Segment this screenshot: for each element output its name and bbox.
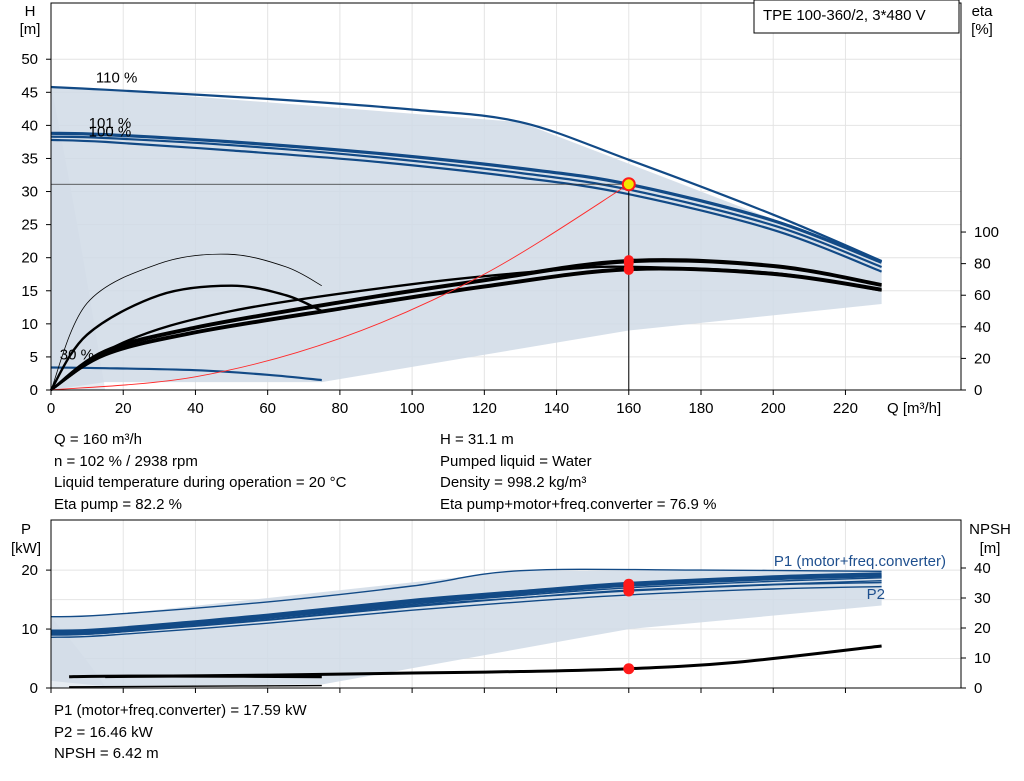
eta-curve-6: [50, 253, 322, 391]
head-curve-101pct: [50, 135, 882, 269]
top-plot-frame: [50, 2, 962, 391]
eta-total-value: Eta pump+motor+freq.converter = 76.9 %: [440, 495, 717, 513]
head-curve-102pct: [50, 131, 883, 264]
head-curve-lead: [50, 132, 106, 136]
power-curve-4: [50, 581, 882, 636]
operating-envelope: [51, 87, 882, 390]
y-tick-label: 20: [21, 250, 38, 267]
y2-axis-label-top: NPSH: [969, 521, 1011, 538]
power-envelope: [51, 570, 882, 687]
eta-curve-5: [49, 284, 323, 391]
y-tick-label: 50: [21, 51, 38, 68]
p1-series-label: P1 (motor+freq.converter): [774, 553, 946, 570]
power-operating-point: [623, 663, 635, 675]
x-tick-label: 160: [616, 400, 641, 417]
eta-curve-4: [50, 268, 882, 392]
speed-label: 30 %: [60, 347, 94, 364]
eta-curve-1: [50, 258, 882, 391]
power-curve-1: [50, 572, 882, 635]
liquid-temperature-value: Liquid temperature during operation = 20…: [54, 474, 347, 491]
y-tick-label: 45: [21, 84, 38, 101]
x-tick-label: 40: [187, 400, 204, 417]
eta-curve-3: [50, 266, 882, 391]
flow-value: Q = 160 m³/h: [54, 431, 142, 448]
y2-axis-label-top: eta: [972, 3, 994, 20]
y-axis-label-unit: [kW]: [11, 540, 41, 557]
npsh-curve: [105, 644, 882, 679]
x-tick-label: 200: [761, 400, 786, 417]
power-curve-5: [50, 585, 882, 638]
operating-point-info-right: H = 31.1 m Pumped liquid = Water Density…: [440, 429, 716, 515]
y-axis-label-top: H: [25, 3, 36, 20]
x-tick-label: 80: [332, 400, 349, 417]
x-axis-label: Q [m³/h]: [887, 400, 941, 417]
y2-axis-label-unit: [m]: [980, 540, 1001, 557]
y2-axis-label-unit: [%]: [971, 21, 993, 38]
y-tick-label: 10: [21, 316, 38, 333]
y2-tick-label: 20: [974, 350, 991, 367]
x-tick-label: 20: [115, 400, 132, 417]
power-curve-7: [69, 684, 322, 688]
bottom-plot-frame: [50, 519, 962, 689]
y2-tick-label: 60: [974, 287, 991, 304]
system-curve: [50, 183, 630, 391]
y2-tick-label: 100: [974, 224, 999, 241]
npsh-value: NPSH = 6.42 m: [54, 745, 159, 762]
y2-tick-label: 80: [974, 256, 991, 273]
y-tick-label: 25: [21, 217, 38, 234]
head-operating-point: [621, 177, 636, 192]
x-tick-label: 100: [400, 400, 425, 417]
y-tick-label: 0: [30, 680, 38, 697]
head-curve-30pct: [50, 366, 322, 382]
y-axis-label-unit: [m]: [20, 21, 41, 38]
model-label-box: [753, 0, 960, 34]
head-value: H = 31.1 m: [440, 431, 514, 448]
operating-point-info-left: Q = 160 m³/h n = 102 % / 2938 rpm Liquid…: [54, 429, 346, 515]
x-tick-label: 0: [47, 400, 55, 417]
speed-label: 100 %: [89, 124, 132, 141]
power-operating-point: [623, 585, 635, 597]
y-axis-label-top: P: [21, 521, 31, 538]
y-tick-label: 5: [30, 349, 38, 366]
head-curve-100pct: [50, 138, 882, 273]
x-tick-label: 60: [259, 400, 276, 417]
y2-tick-label: 40: [974, 319, 991, 336]
y2-tick-label: 0: [974, 680, 982, 697]
y-tick-label: 35: [21, 150, 38, 167]
y-tick-label: 30: [21, 184, 38, 201]
power-curve-2: [50, 577, 882, 635]
eta-pump-value: Eta pump = 82.2 %: [54, 495, 182, 513]
x-tick-label: 140: [544, 400, 569, 417]
x-tick-label: 220: [833, 400, 858, 417]
power-npsh-info: P1 (motor+freq.converter) = 17.59 kW P2 …: [54, 700, 307, 765]
y2-tick-label: 0: [974, 382, 982, 399]
x-tick-label: 180: [688, 400, 713, 417]
p1-value: P1 (motor+freq.converter) = 17.59 kW: [54, 702, 307, 719]
y-tick-label: 15: [21, 283, 38, 300]
y2-tick-label: 20: [974, 620, 991, 637]
speed-value: n = 102 % / 2938 rpm: [54, 452, 198, 470]
speed-label: 110 %: [96, 69, 137, 86]
y-tick-label: 10: [21, 621, 38, 638]
head-curve-110pct: [50, 85, 883, 263]
p2-series-label: P2: [867, 586, 885, 603]
p2-value: P2 = 16.46 kW: [54, 723, 153, 741]
y2-tick-label: 30: [974, 590, 991, 607]
y2-tick-label: 10: [974, 650, 991, 667]
y-tick-label: 0: [30, 382, 38, 399]
model-label: TPE 100-360/2, 3*480 V: [763, 7, 926, 24]
y2-tick-label: 40: [974, 560, 991, 577]
density-value: Density = 998.2 kg/m³: [440, 474, 587, 491]
pumped-liquid-value: Pumped liquid = Water: [440, 452, 592, 470]
eta-curve-2: [50, 260, 882, 391]
speed-label: 101 %: [89, 115, 132, 132]
x-tick-label: 120: [472, 400, 497, 417]
y-tick-label: 20: [21, 562, 38, 579]
y-tick-label: 40: [21, 117, 38, 134]
eta-operating-point: [623, 264, 634, 275]
power-curve-0: [50, 568, 882, 618]
